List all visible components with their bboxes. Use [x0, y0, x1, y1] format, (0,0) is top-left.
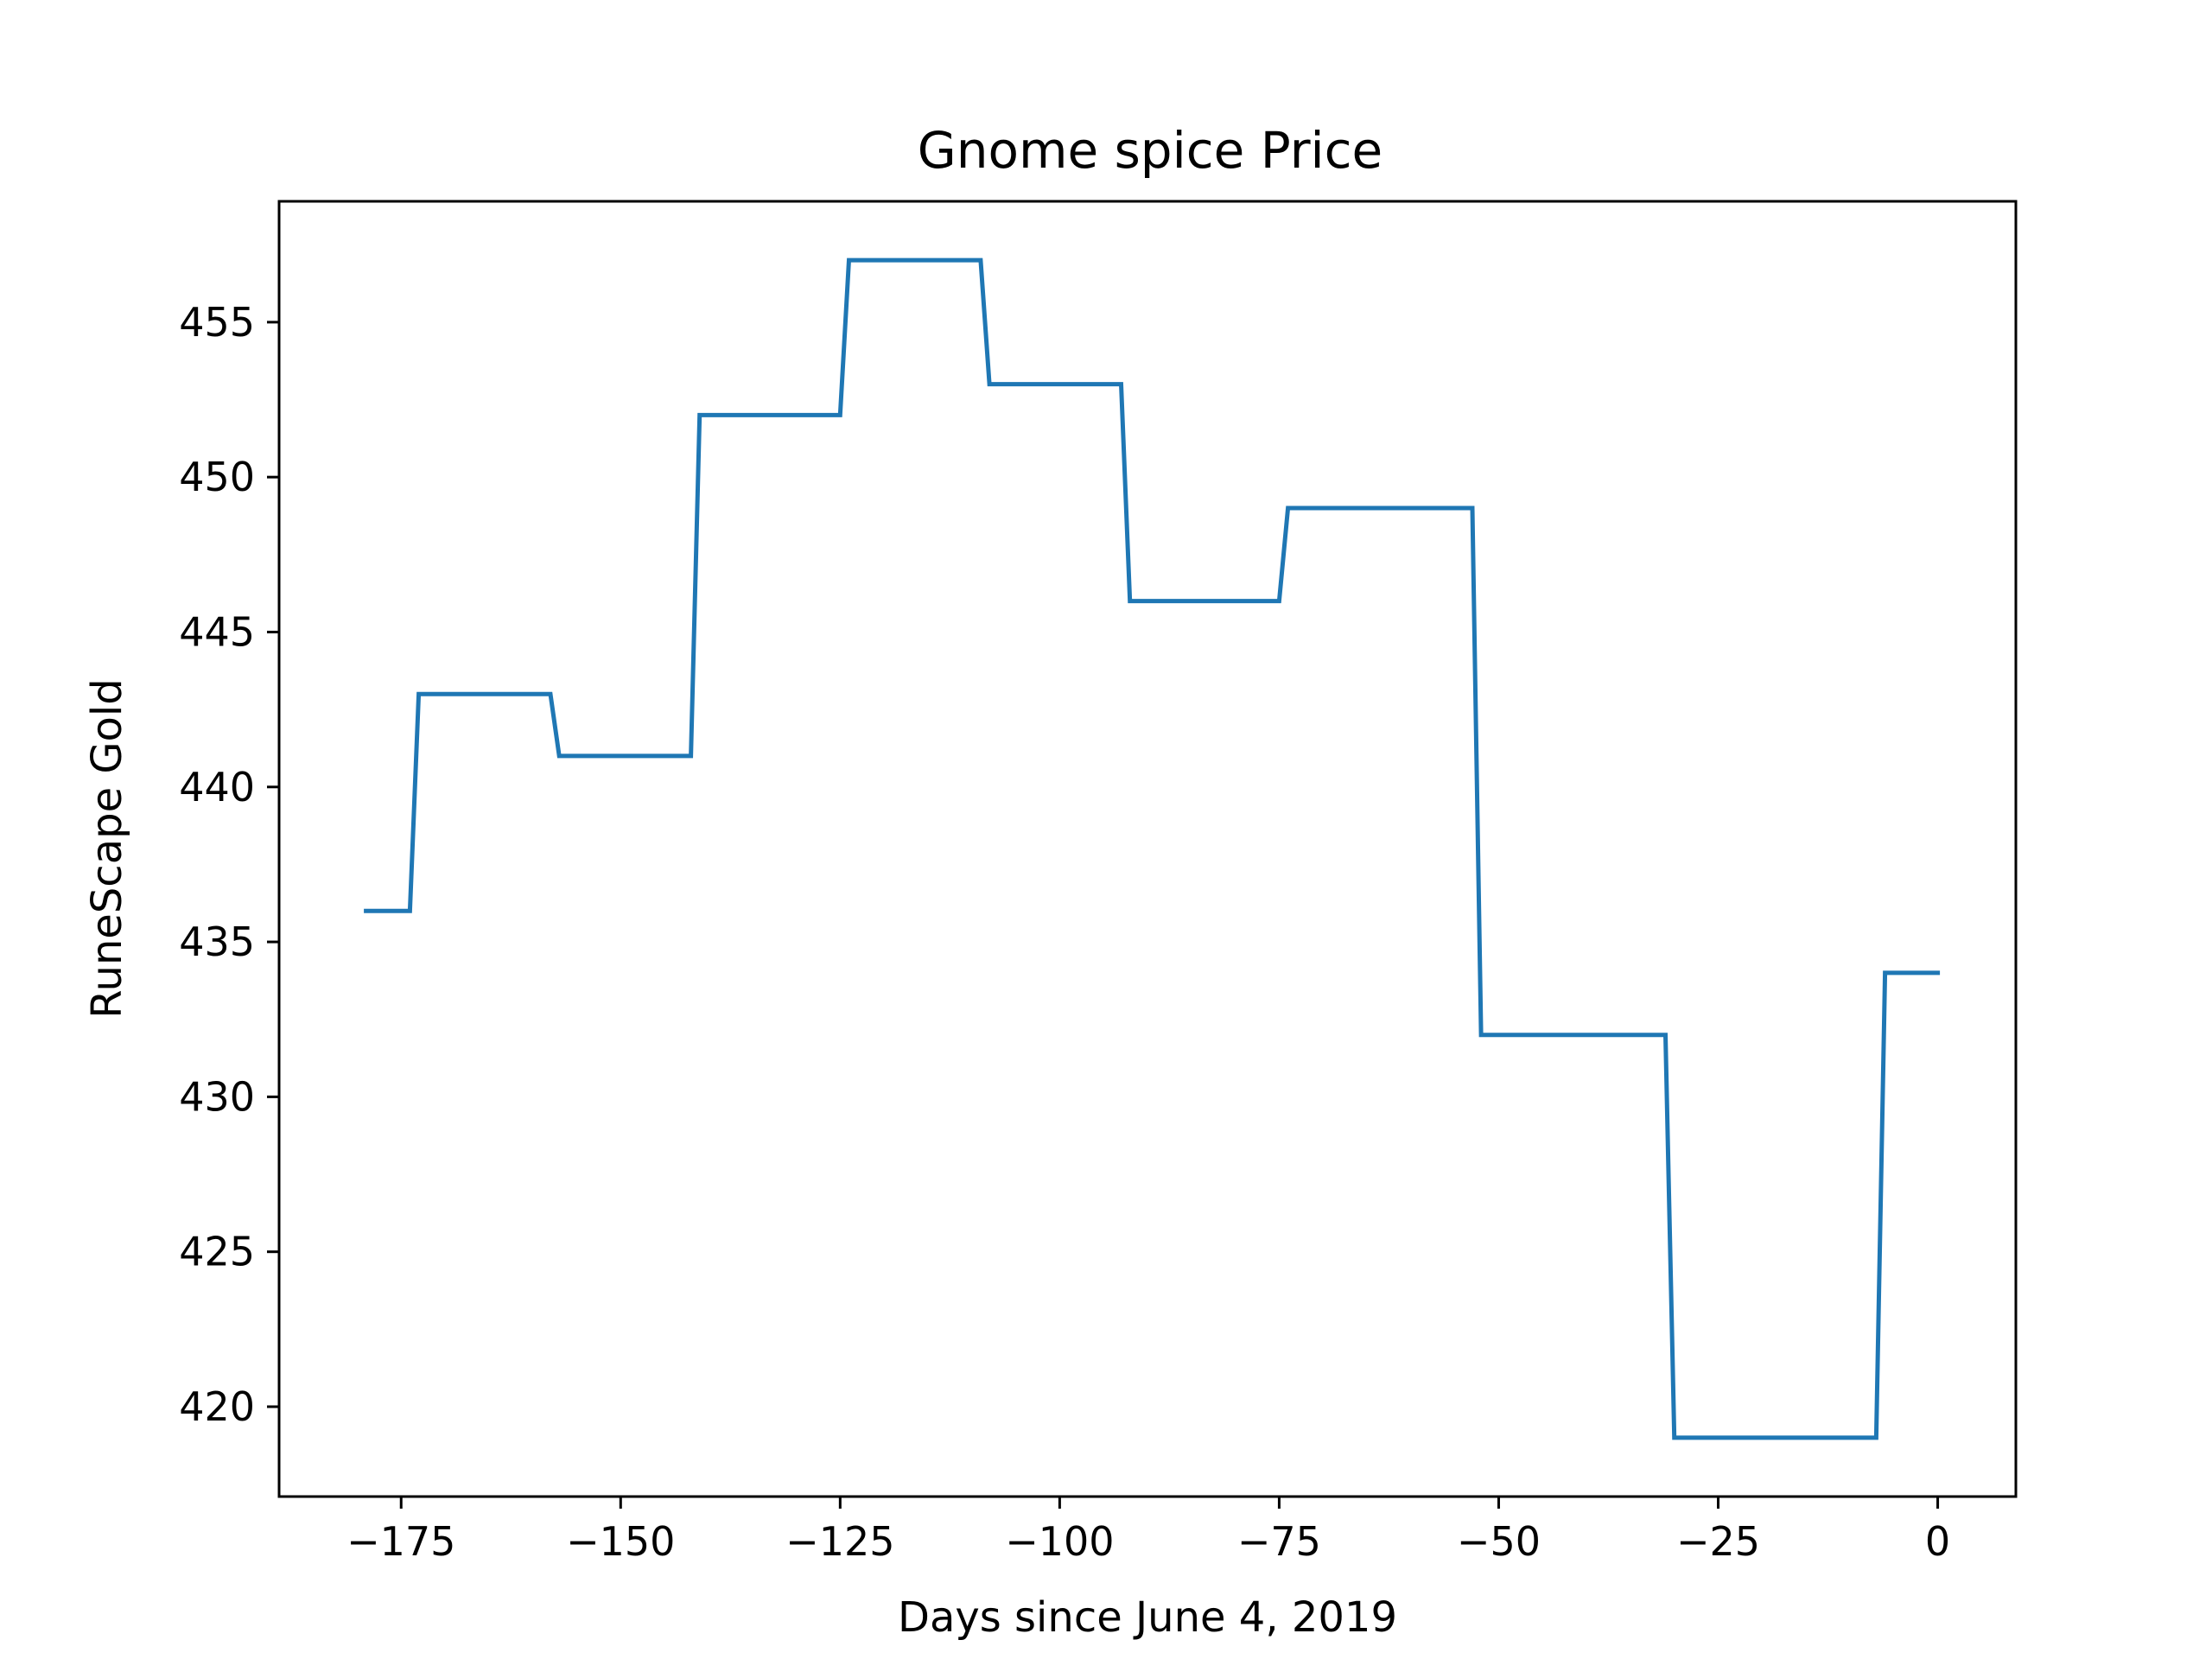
x-axis-label: Days since June 4, 2019: [898, 1593, 1397, 1642]
y-tick-label: 420: [179, 1383, 255, 1430]
series-line-0: [364, 257, 1941, 1440]
x-axis: −175 −150 −125 −100 −75 −50 −25 0: [346, 1497, 1950, 1565]
x-tick-label: −25: [1676, 1518, 1760, 1565]
x-tick-label: −50: [1457, 1518, 1541, 1565]
y-tick-label: 440: [179, 764, 255, 810]
x-tick-label: −175: [346, 1518, 455, 1565]
y-tick-label: 455: [179, 299, 255, 346]
y-tick-label: 445: [179, 608, 255, 655]
y-axis-label: RuneScape Gold: [83, 678, 131, 1018]
x-tick-label: −125: [785, 1518, 894, 1565]
axes-frame: [277, 200, 2018, 1498]
x-tick-label: −75: [1237, 1518, 1321, 1565]
x-tick-label: −150: [566, 1518, 675, 1565]
plot-area: [364, 257, 1941, 1440]
y-tick-label: 435: [179, 918, 255, 965]
y-tick-label: 425: [179, 1229, 255, 1275]
y-tick-label: 450: [179, 454, 255, 500]
x-tick-label: −100: [1005, 1518, 1114, 1565]
chart-title: Gnome spice Price: [918, 121, 1382, 180]
x-tick-label: 0: [1925, 1518, 1950, 1565]
y-tick-label: 430: [179, 1073, 255, 1120]
y-axis: 420 425 430 435 440 445 450 455: [179, 299, 279, 1430]
